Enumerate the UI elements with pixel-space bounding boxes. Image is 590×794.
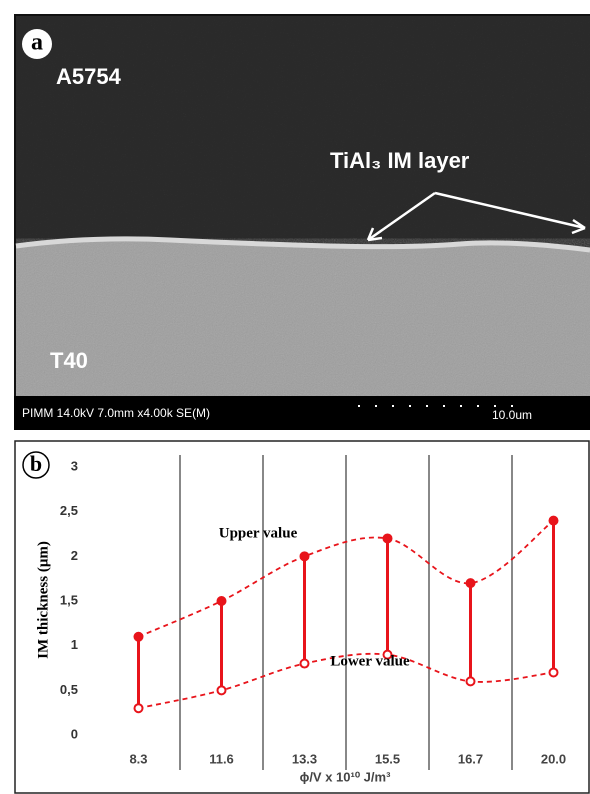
arrow — [367, 191, 436, 242]
panel-label: b — [30, 451, 42, 476]
x-tick-label: 13.3 — [292, 751, 317, 766]
scale-text: 10.0um — [492, 408, 532, 422]
point — [465, 676, 476, 687]
plot: 0 0,5 1 1,5 2 2,5 3 8.3 11.6 13.3 15.5 16.7 20.0 Uppe… — [60, 455, 566, 770]
point — [216, 685, 227, 696]
im-layer — [15, 236, 590, 253]
point — [299, 658, 310, 669]
point — [465, 578, 476, 589]
point — [133, 703, 144, 714]
y-tick-label: 3 — [71, 458, 78, 473]
y-axis-title: IM thickness (μm) — [35, 541, 51, 659]
titanium-region — [16, 238, 590, 396]
x-tick-label: 15.5 — [375, 751, 400, 766]
x-tick-label: 8.3 — [129, 751, 147, 766]
y-tick-label: 1 — [71, 637, 78, 652]
panel-badge — [22, 451, 50, 479]
arrow — [434, 191, 586, 230]
series-label: Lower value — [330, 653, 410, 669]
material-label: T40 — [50, 348, 88, 373]
point — [382, 649, 393, 660]
x-tick-label: 11.6 — [209, 751, 234, 766]
point — [216, 596, 227, 606]
panel-badge — [22, 29, 52, 59]
y-tick-label: 0 — [71, 726, 78, 741]
y-tick-label: 2,5 — [60, 503, 78, 518]
info-text: PIMM 14.0kV 7.0mm x4.00k SE(M) — [22, 406, 210, 420]
trend-curve — [138, 519, 555, 638]
chart-frame — [14, 440, 590, 794]
info-bar — [14, 396, 590, 430]
point — [299, 551, 310, 562]
y-tick-label: 2 — [71, 548, 78, 563]
arrow-head — [366, 227, 383, 242]
panel-label: a — [31, 30, 43, 56]
point — [382, 533, 393, 544]
layer-label: TiAl₃ IM layer — [330, 148, 470, 173]
point — [548, 667, 559, 678]
x-axis-title: ϕ/V x 10¹⁰ J/m³ — [300, 769, 391, 784]
micrograph: a A5754 TiAl₃ IM layer T40 PIMM 14.0kV 7… — [14, 14, 590, 430]
x-tick-label: 16.7 — [458, 751, 483, 766]
x-tick-label: 20.0 — [541, 751, 566, 766]
y-tick-label: 0,5 — [60, 682, 78, 697]
series-label: Upper value — [219, 525, 298, 541]
material-label: A5754 — [56, 64, 122, 89]
arrow-head — [571, 218, 586, 235]
point — [548, 515, 559, 526]
point — [133, 631, 144, 642]
y-tick-label: 1,5 — [60, 592, 78, 607]
trend-curve — [138, 652, 554, 710]
